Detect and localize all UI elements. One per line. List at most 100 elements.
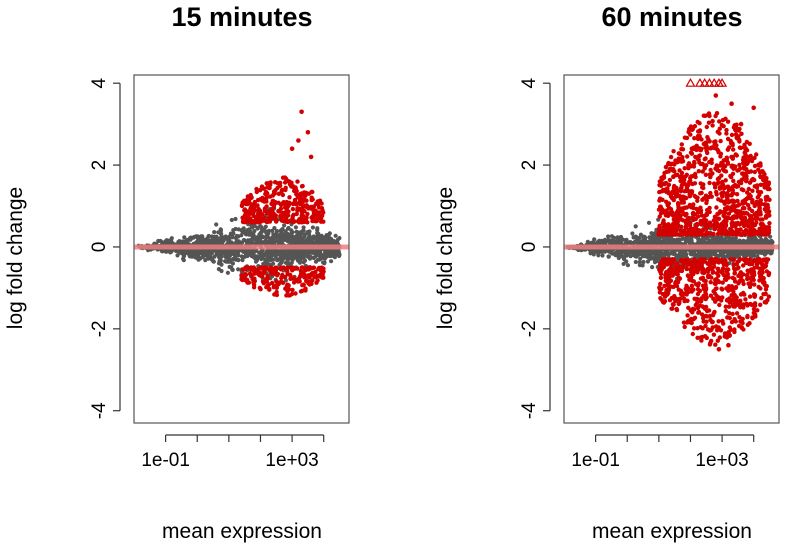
data-point bbox=[265, 185, 270, 190]
data-point bbox=[289, 231, 294, 236]
data-point bbox=[645, 259, 651, 264]
y-axis-title: log fold change bbox=[4, 187, 27, 329]
data-point bbox=[768, 239, 773, 244]
data-point bbox=[708, 167, 713, 173]
data-point bbox=[301, 219, 306, 225]
data-point bbox=[662, 181, 667, 186]
data-point bbox=[682, 166, 687, 171]
data-point bbox=[695, 297, 700, 302]
data-point bbox=[692, 193, 697, 199]
data-point bbox=[638, 250, 643, 255]
data-point bbox=[734, 221, 739, 227]
data-point bbox=[710, 319, 715, 325]
data-point bbox=[267, 286, 272, 292]
panel-title: 60 minutes bbox=[601, 2, 742, 32]
data-point bbox=[236, 258, 241, 263]
data-point bbox=[666, 287, 671, 293]
data-point bbox=[699, 213, 705, 218]
data-point bbox=[731, 257, 737, 262]
data-point bbox=[730, 156, 735, 161]
data-point bbox=[723, 223, 729, 228]
data-point bbox=[661, 236, 667, 241]
data-point bbox=[728, 229, 733, 234]
data-point bbox=[283, 185, 288, 190]
data-point bbox=[242, 198, 247, 203]
data-point bbox=[746, 186, 751, 192]
data-point bbox=[685, 298, 690, 303]
data-point bbox=[280, 280, 286, 285]
data-point bbox=[182, 235, 187, 240]
data-point bbox=[682, 205, 687, 211]
data-point bbox=[290, 287, 295, 293]
data-point bbox=[625, 263, 631, 268]
data-point bbox=[759, 231, 764, 237]
data-point bbox=[736, 273, 741, 279]
data-point bbox=[302, 234, 307, 239]
data-point bbox=[755, 216, 760, 221]
data-point bbox=[702, 306, 708, 311]
data-point bbox=[678, 158, 684, 163]
data-point bbox=[310, 214, 316, 219]
data-point bbox=[733, 128, 738, 133]
data-point bbox=[270, 193, 275, 198]
data-point bbox=[295, 251, 300, 256]
data-point bbox=[716, 180, 721, 185]
data-point bbox=[701, 182, 706, 187]
data-point bbox=[255, 197, 261, 203]
data-point bbox=[290, 213, 295, 219]
data-point bbox=[673, 222, 678, 227]
data-point bbox=[248, 252, 253, 257]
data-point bbox=[676, 301, 681, 307]
data-point bbox=[692, 136, 697, 141]
data-point bbox=[599, 240, 604, 245]
data-point bbox=[302, 275, 307, 280]
data-point bbox=[699, 137, 704, 142]
data-point bbox=[702, 259, 707, 264]
data-point bbox=[754, 152, 759, 157]
data-point bbox=[313, 274, 318, 280]
data-point bbox=[730, 187, 735, 193]
data-point bbox=[675, 219, 681, 224]
data-point bbox=[732, 238, 737, 243]
data-point bbox=[668, 284, 674, 289]
data-point bbox=[609, 234, 615, 239]
data-point bbox=[729, 132, 735, 138]
data-point bbox=[305, 211, 310, 217]
data-point bbox=[699, 312, 705, 317]
data-point bbox=[285, 289, 290, 294]
data-point bbox=[689, 283, 695, 288]
data-point bbox=[291, 249, 296, 254]
data-point bbox=[747, 249, 753, 254]
data-point bbox=[633, 259, 638, 265]
data-point bbox=[700, 283, 706, 288]
data-point bbox=[301, 225, 306, 230]
data-point bbox=[730, 275, 735, 281]
data-point bbox=[737, 211, 742, 217]
data-point bbox=[751, 292, 757, 297]
data-point bbox=[662, 262, 667, 267]
data-point bbox=[660, 175, 665, 180]
data-point bbox=[731, 251, 737, 256]
data-point bbox=[195, 234, 200, 239]
data-point bbox=[257, 250, 262, 255]
data-point bbox=[720, 280, 725, 285]
data-point bbox=[712, 145, 717, 151]
data-point bbox=[317, 198, 323, 203]
data-point bbox=[290, 206, 296, 212]
data-point bbox=[274, 289, 279, 295]
data-point bbox=[677, 296, 683, 301]
data-point bbox=[678, 178, 683, 184]
data-point bbox=[669, 237, 674, 242]
data-point bbox=[731, 266, 737, 271]
data-point bbox=[276, 191, 282, 196]
data-point bbox=[259, 198, 265, 203]
data-point bbox=[701, 319, 706, 324]
data-point bbox=[737, 126, 742, 132]
data-point bbox=[287, 179, 292, 184]
data-point bbox=[278, 213, 283, 219]
data-point bbox=[711, 235, 716, 240]
data-point bbox=[741, 211, 746, 216]
data-point bbox=[329, 259, 334, 264]
data-point bbox=[741, 272, 746, 277]
data-point bbox=[703, 296, 708, 302]
